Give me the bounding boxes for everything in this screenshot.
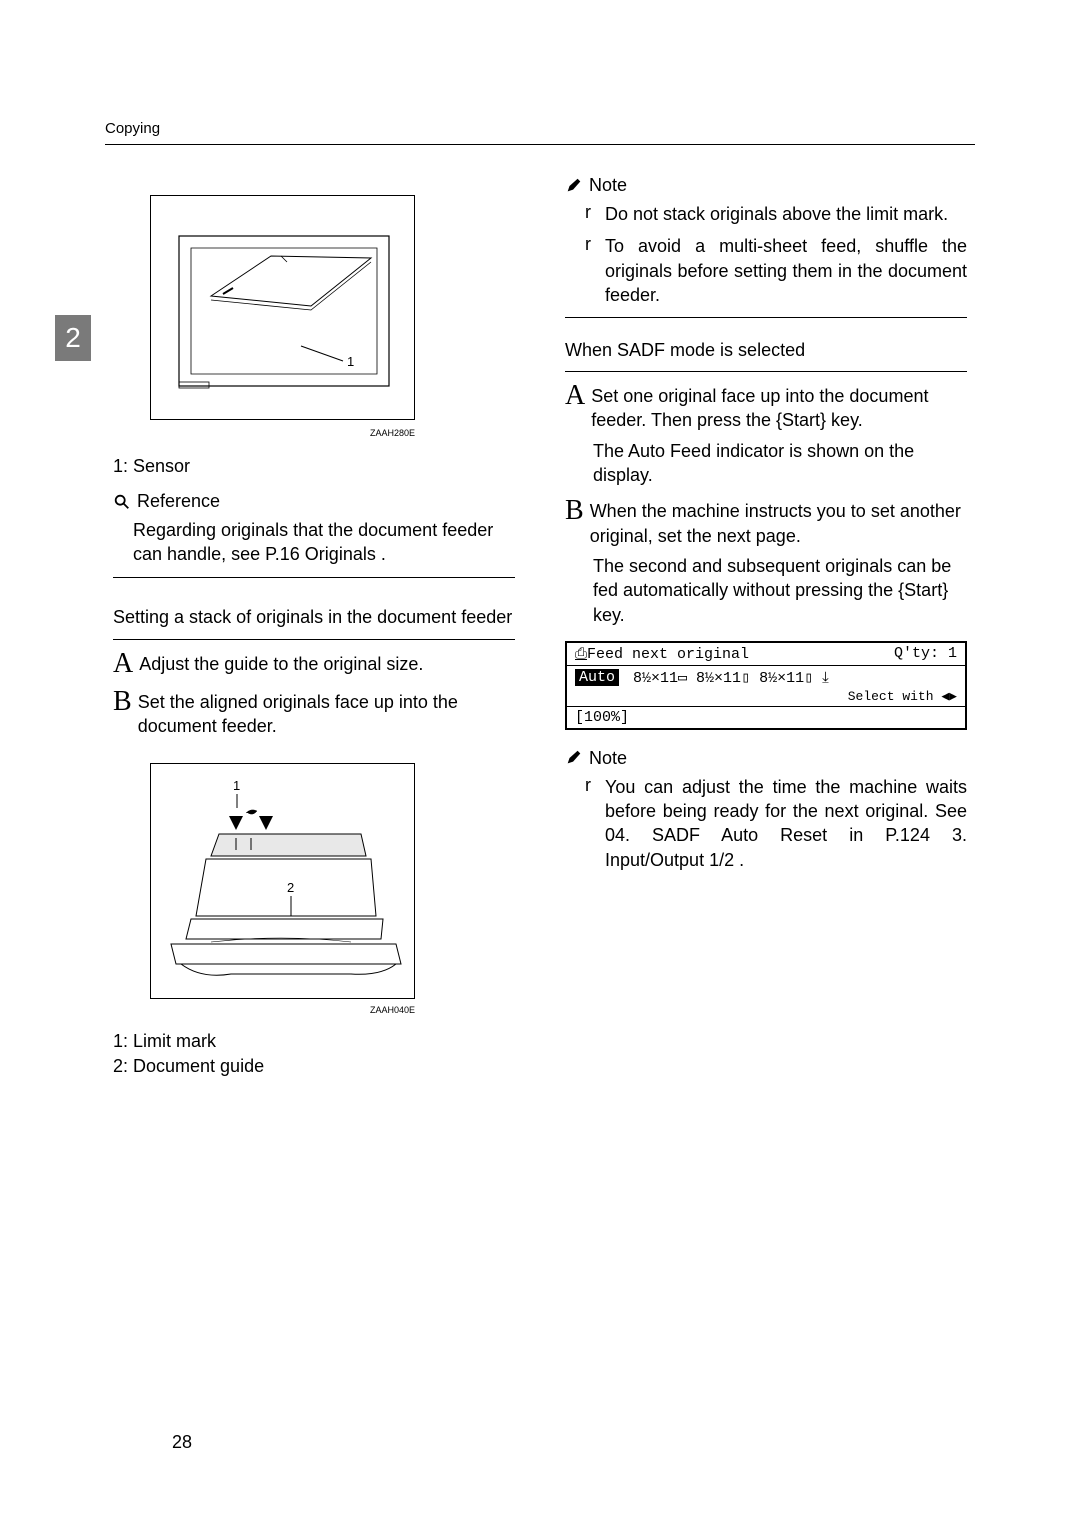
chapter-name: Copying — [105, 120, 160, 137]
lcd-display: ⎙Feed next original Q'ty: 1 Auto 8½×11▭ … — [565, 641, 967, 730]
lcd-row2: Auto 8½×11▭ 8½×11▯ 8½×11▯ ⤓ — [567, 666, 965, 689]
lcd-auto-badge: Auto — [575, 669, 619, 686]
svg-text:2: 2 — [287, 880, 294, 895]
lcd-row4: [100%] — [567, 706, 965, 728]
note1-bullet2-text: To avoid a multi-sheet feed, shuffle the… — [605, 234, 967, 307]
step-letter-b-r: B — [565, 497, 584, 525]
step-b-right: B When the machine instructs you to set … — [565, 499, 967, 548]
divider — [565, 317, 967, 318]
note1-bullet2: r To avoid a multi-sheet feed, shuffle t… — [585, 234, 967, 307]
step-letter-a: A — [113, 650, 133, 678]
search-icon — [113, 493, 131, 511]
diagram-document-feeder-side: 1 2 — [150, 763, 415, 999]
step-a-right: A Set one original face up into the docu… — [565, 384, 967, 433]
svg-text:1: 1 — [233, 778, 240, 793]
step-letter-b: B — [113, 688, 132, 716]
divider — [565, 371, 967, 372]
lcd-select: Select with ◀▶ — [848, 689, 957, 704]
right-column: Note r Do not stack originals above the … — [557, 175, 967, 1079]
lcd-feed-text: ⎙Feed next original — [575, 645, 749, 663]
step-a-cont: The Auto Feed indicator is shown on the … — [593, 439, 967, 488]
sensor-caption: 1: Sensor — [113, 456, 515, 477]
step-b-cont: The second and subsequent originals can … — [593, 554, 967, 627]
page-number: 28 — [172, 1432, 192, 1453]
lcd-row1: ⎙Feed next original Q'ty: 1 — [567, 643, 965, 666]
note-label-2: Note — [589, 748, 627, 769]
step-b-text-r: When the machine instructs you to set an… — [590, 499, 967, 548]
chapter-badge-number: 2 — [65, 322, 81, 354]
page-header: Copying — [105, 120, 975, 145]
feeder-top-svg: 1 — [151, 196, 416, 421]
step-a-text: Adjust the guide to the original size. — [139, 652, 515, 676]
step-b-text: Set the aligned originals face up into t… — [138, 690, 515, 739]
left-column: 1 ZAAH280E 1: Sensor Reference Regarding… — [105, 175, 515, 1079]
bullet-marker: r — [585, 234, 591, 307]
lcd-zoom: [100%] — [575, 709, 629, 726]
lcd-sizes: 8½×11▭ 8½×11▯ 8½×11▯ ⤓ — [633, 668, 829, 687]
feeder-side-svg: 1 2 — [151, 764, 416, 1000]
chapter-badge: 2 — [55, 315, 91, 361]
bullet-marker: r — [585, 775, 591, 872]
sadf-heading: When SADF mode is selected — [565, 340, 967, 361]
step-a-text-r: Set one original face up into the docume… — [591, 384, 967, 433]
reference-label: Reference — [137, 491, 220, 512]
lcd-qty: Q'ty: 1 — [894, 645, 957, 663]
diagram2-caption-2: 2: Document guide — [113, 1054, 515, 1079]
note-heading-2: Note — [565, 748, 967, 769]
step-letter-a-r: A — [565, 382, 585, 410]
note-label-1: Note — [589, 175, 627, 196]
diagram1-code: ZAAH280E — [105, 428, 515, 438]
note-heading-1: Note — [565, 175, 967, 196]
reference-body: Regarding originals that the document fe… — [133, 518, 515, 567]
step-b-left: B Set the aligned originals face up into… — [113, 690, 515, 739]
divider — [113, 577, 515, 578]
note2-bullet1-text: You can adjust the time the machine wait… — [605, 775, 967, 872]
diagram-document-feeder-top: 1 — [150, 195, 415, 420]
section-feeder-heading: Setting a stack of originals in the docu… — [113, 606, 515, 629]
step-a-left: A Adjust the guide to the original size. — [113, 652, 515, 678]
pencil-icon — [565, 749, 583, 767]
note2-bullet1: r You can adjust the time the machine wa… — [585, 775, 967, 872]
divider — [113, 639, 515, 640]
pencil-icon — [565, 177, 583, 195]
lcd-row3: Select with ◀▶ — [567, 689, 965, 706]
svg-text:1: 1 — [347, 354, 354, 369]
diagram2-caption-1: 1: Limit mark — [113, 1029, 515, 1054]
diagram2-code: ZAAH040E — [105, 1005, 515, 1015]
note1-bullet1-text: Do not stack originals above the limit m… — [605, 202, 948, 226]
note1-bullet1: r Do not stack originals above the limit… — [585, 202, 967, 226]
reference-heading: Reference — [113, 491, 515, 512]
bullet-marker: r — [585, 202, 591, 226]
